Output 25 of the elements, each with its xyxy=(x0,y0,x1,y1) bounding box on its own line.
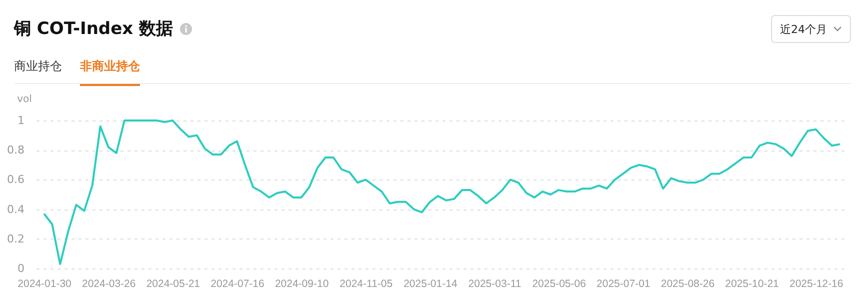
x-tick-label: 2025-12-16 xyxy=(789,278,844,290)
x-tick-label: 2024-09-10 xyxy=(274,278,329,290)
x-tick-label: 2024-11-05 xyxy=(340,278,393,290)
line-series xyxy=(43,120,841,266)
x-tick-label: 2025-10-21 xyxy=(725,278,780,290)
x-tick-label: 2024-03-26 xyxy=(82,278,136,290)
y-tick-label: 1 xyxy=(18,114,24,127)
x-tick-label: 2025-07-01 xyxy=(596,278,650,290)
chart-title: 铜 COT-Index 数据 xyxy=(14,18,174,40)
x-tick-label: 2025-05-06 xyxy=(532,278,586,290)
y-tick-label: 0.2 xyxy=(7,232,24,246)
y-tick-label: 0.4 xyxy=(7,202,24,216)
y-tick-label: 0 xyxy=(18,262,24,275)
y-tick-label: 0.6 xyxy=(7,173,24,186)
x-tick-label: 2024-05-21 xyxy=(146,278,200,290)
text: 非商业持仓 xyxy=(80,58,140,86)
x-tick-label: 2024-01-30 xyxy=(18,278,72,290)
x-tick-label: 2024-07-16 xyxy=(210,278,264,290)
y-axis-title: vol xyxy=(17,94,32,105)
x-tick-label: 2025-03-11 xyxy=(468,278,522,290)
text: 近24个月 xyxy=(780,22,827,36)
x-tick-label: 2025-08-26 xyxy=(660,278,715,290)
x-tick-label: 2025-01-14 xyxy=(404,278,458,290)
y-tick-label: 0.8 xyxy=(7,144,24,157)
text: 商业持仓 xyxy=(14,58,62,75)
